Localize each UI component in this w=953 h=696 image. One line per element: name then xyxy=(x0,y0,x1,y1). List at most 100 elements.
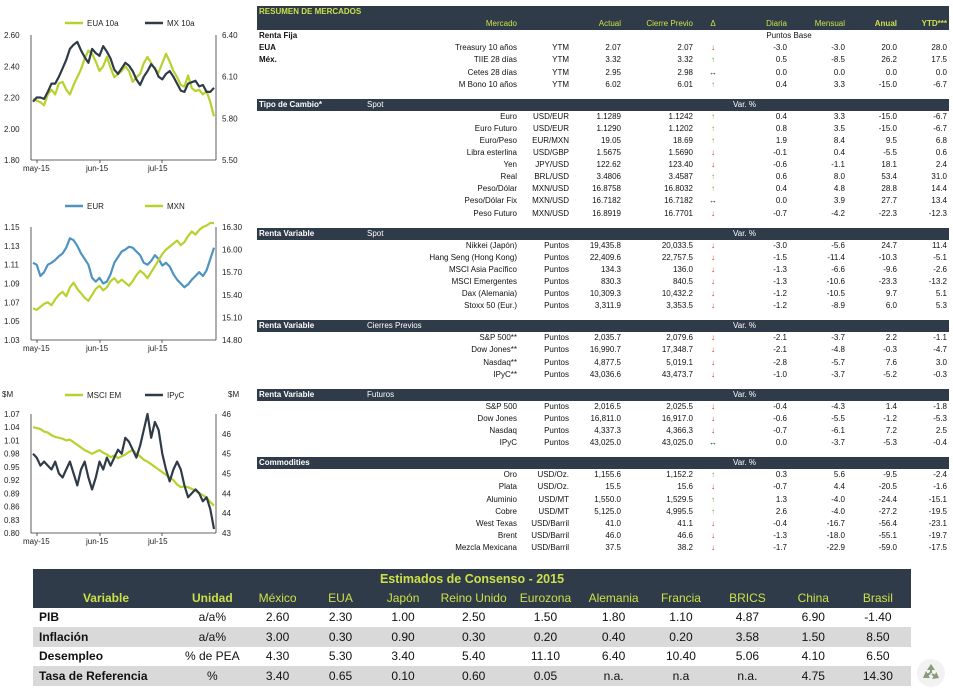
row-actual: 5,125.0 xyxy=(594,506,621,516)
section-subtitle: Cierres Previos xyxy=(365,320,519,333)
row-region xyxy=(257,159,365,171)
trend-arrow-icon: ↓ xyxy=(711,277,715,287)
x-tick-label: jun-15 xyxy=(85,344,109,353)
row-annual: -27.2 xyxy=(878,506,897,516)
market-row: Yen JPY/USD 122.62 123.40 ↓ -0.6 -1.1 18.1 2.4 xyxy=(257,159,949,171)
market-row: Dax (Alemania) Puntos 10,309.3 10,432.2 ↓ -1.… xyxy=(257,288,949,300)
section-subtitle: Spot xyxy=(365,98,519,111)
row-annual: -10.3 xyxy=(878,252,897,262)
consensus-row: Desempleo % de PEA 4.30 5.30 3.40 5.40 11.10 6.… xyxy=(33,647,911,667)
row-unit: MXN/USD xyxy=(532,208,569,218)
chart-fx: EUR MXN 1.15 1.13 1.11 1.09 1.07 1.05 1.03 16.30 1… xyxy=(0,195,250,365)
axis-unit-right: $M xyxy=(228,390,239,399)
section-name: Renta Variable xyxy=(257,388,365,401)
market-row: Brent USD/Barril 46.0 46.6 ↓ -1.3 -18.0 -55.1 -1… xyxy=(257,530,949,542)
row-market: Cobre xyxy=(495,506,517,516)
row-prev: 38.2 xyxy=(677,542,693,552)
row-ytd: -5.1 xyxy=(933,252,947,262)
consensus-col-header: Alemania xyxy=(578,588,649,608)
row-prev: 4,995.5 xyxy=(666,506,693,516)
consensus-value: 0.20 xyxy=(648,627,714,647)
row-monthly: 0.4 xyxy=(833,148,845,158)
consensus-value: n.a. xyxy=(713,666,782,686)
row-market: S&P 500 xyxy=(485,401,517,411)
row-daily: -0.6 xyxy=(773,413,787,423)
row-ytd: -0.3 xyxy=(933,369,947,379)
x-tick-label: jun-15 xyxy=(85,164,109,173)
consensus-value: 11.10 xyxy=(530,649,561,664)
row-market: Euro/Peso xyxy=(479,135,517,145)
consensus-value: 0.10 xyxy=(371,666,435,686)
consensus-value: 10.40 xyxy=(665,649,696,664)
row-ytd: -6.7 xyxy=(933,111,947,121)
y-tick-left: 1.05 xyxy=(4,317,20,326)
row-region xyxy=(257,357,365,369)
trend-arrow-icon: ↓ xyxy=(711,208,715,218)
row-market: Yen xyxy=(503,160,518,170)
row-ytd: -6.7 xyxy=(933,123,947,133)
consensus-col-header: Unidad xyxy=(178,588,246,608)
col-header-actual: Actual xyxy=(571,18,623,31)
row-unit: Puntos xyxy=(544,438,569,448)
section-header-row: Renta Fija Puntos Base xyxy=(257,30,949,42)
row-unit: YTM xyxy=(552,67,569,77)
row-annual: -23.3 xyxy=(878,277,897,287)
row-annual: -15.0 xyxy=(878,111,897,121)
row-prev: 46.6 xyxy=(677,530,693,540)
row-market: Nasdaq xyxy=(489,426,517,436)
row-actual: 16,990.7 xyxy=(589,345,621,355)
row-unit: USD/EUR xyxy=(532,123,569,133)
row-actual: 6.02 xyxy=(605,79,621,89)
market-title-row: RESUMEN DE MERCADOS xyxy=(257,6,949,19)
consensus-col-header: México xyxy=(245,588,310,608)
y-tick-left: 0.89 xyxy=(4,489,20,498)
row-market: Cetes 28 días xyxy=(467,67,517,77)
row-ytd: -2.4 xyxy=(933,470,947,480)
row-ytd: 3.0 xyxy=(935,357,947,367)
row-region xyxy=(257,123,365,135)
row-region xyxy=(257,135,365,147)
row-unit: YTM xyxy=(552,55,569,65)
row-annual: -5.5 xyxy=(883,148,897,158)
y-tick-left: 1.01 xyxy=(4,436,20,445)
row-actual: 1.1290 xyxy=(596,123,621,133)
row-unit: EUR/MXN xyxy=(532,135,569,145)
y-tick-right: 43 xyxy=(222,529,231,538)
y-tick-left: 2.40 xyxy=(4,62,20,71)
consensus-value: n.a xyxy=(648,666,714,686)
row-unit: YTM xyxy=(552,79,569,89)
market-row: Nikkei (Japón) Puntos 19,435.8 20,033.5 ↓ -3.… xyxy=(257,240,949,252)
row-market: Aluminio xyxy=(486,494,517,504)
y-tick-left: 1.04 xyxy=(4,423,20,432)
row-market: Real xyxy=(500,172,517,182)
row-daily: -0.7 xyxy=(773,208,787,218)
consensus-value: 0.65 xyxy=(309,666,372,686)
row-daily: -2.8 xyxy=(773,357,787,367)
consensus-value: 4.87 xyxy=(735,610,760,625)
market-row: Mezcla Mexicana USD/Barril 37.5 38.2 ↓ -1.7 -2… xyxy=(257,542,949,554)
consensus-row: PIB a/a% 2.60 2.30 1.00 2.50 1.50 1.80 1.10 4.87 6… xyxy=(33,608,911,628)
row-monthly: -10.6 xyxy=(826,277,845,287)
trend-arrow-icon: ↓ xyxy=(711,413,715,423)
row-prev: 1.1242 xyxy=(668,111,693,121)
trend-arrow-icon: ↓ xyxy=(711,530,715,540)
row-actual: 43,036.6 xyxy=(589,369,621,379)
consensus-value: 6.90 xyxy=(801,610,825,625)
market-summary-table: RESUMEN DE MERCADOS Mercado Actual Cierr… xyxy=(257,6,949,554)
row-market: IPyC xyxy=(499,438,517,448)
y-tick-right: 6.10 xyxy=(222,73,238,82)
row-actual: 2.07 xyxy=(605,43,621,53)
row-daily: -0.7 xyxy=(773,426,787,436)
row-daily: 1.9 xyxy=(775,135,787,145)
row-unit: USD/Barril xyxy=(531,518,569,528)
y-tick-right: 44 xyxy=(222,509,231,518)
market-row: Nasdaq Puntos 4,337.3 4,366.3 ↓ -0.7 -6.1 7.2 2.… xyxy=(257,425,949,437)
row-unit: USD/MT xyxy=(538,506,569,516)
row-monthly: 3.5 xyxy=(833,123,845,133)
row-unit: USD/Barril xyxy=(531,530,569,540)
row-ytd: 31.0 xyxy=(931,172,947,182)
row-actual: 46.0 xyxy=(605,530,621,540)
row-annual: -9.6 xyxy=(883,264,897,274)
consensus-variable: Desempleo xyxy=(39,649,104,664)
row-prev: 16.7701 xyxy=(664,208,693,218)
